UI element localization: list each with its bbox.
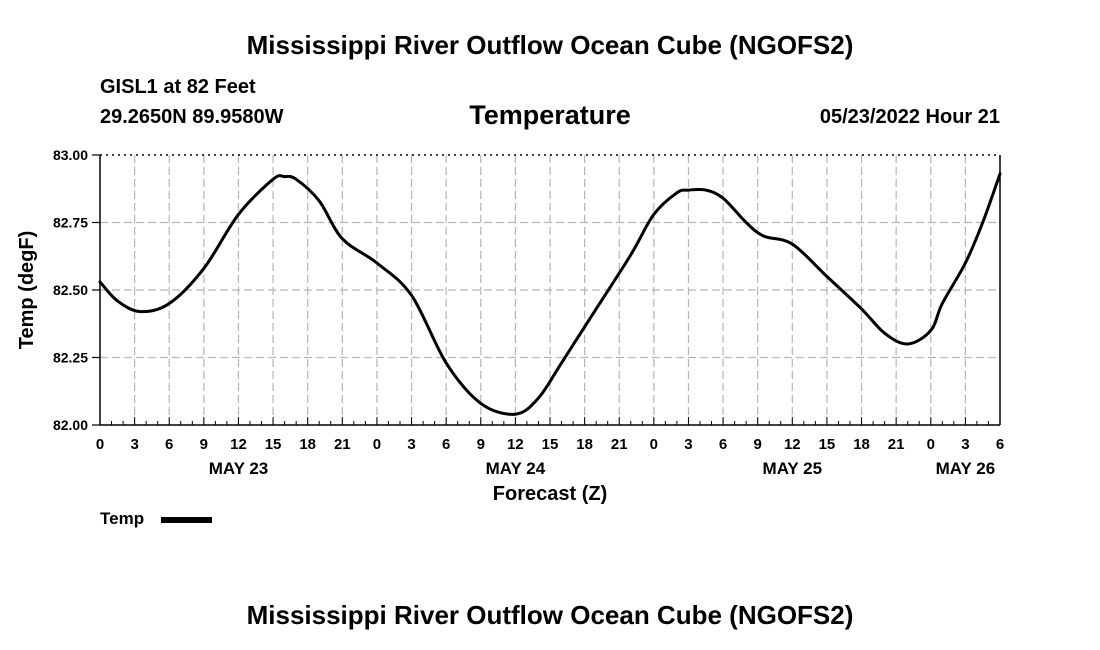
x-tick-label: 3: [961, 436, 969, 453]
footer-title: Mississippi River Outflow Ocean Cube (NG…: [246, 600, 854, 630]
x-tick-label: 0: [96, 436, 104, 453]
x-tick-label: 15: [542, 436, 559, 453]
y-tick-label: 82.75: [53, 215, 88, 231]
x-axis-title: Forecast (Z): [493, 483, 607, 505]
x-tick-label: 6: [442, 436, 450, 453]
y-tick-label: 82.25: [53, 350, 88, 366]
x-tick-label: 0: [927, 436, 935, 453]
y-tick-label: 83.00: [53, 147, 88, 163]
datetime-label: 05/23/2022 Hour 21: [819, 106, 1000, 128]
y-tick-label: 82.50: [53, 282, 88, 298]
y-tick-label: 82.00: [53, 417, 88, 433]
chart-main-title: Mississippi River Outflow Ocean Cube (NG…: [246, 30, 854, 60]
x-day-label: MAY 24: [486, 459, 546, 478]
x-tick-label: 3: [407, 436, 415, 453]
station-label: GISL1 at 82 Feet: [100, 76, 256, 98]
x-tick-label: 6: [719, 436, 727, 453]
x-tick-label: 3: [130, 436, 138, 453]
x-day-label: MAY 26: [936, 459, 996, 478]
x-tick-label: 9: [200, 436, 208, 453]
x-tick-label: 21: [334, 436, 351, 453]
x-tick-label: 12: [230, 436, 247, 453]
x-tick-label: 6: [165, 436, 173, 453]
x-tick-label: 0: [650, 436, 658, 453]
x-tick-label: 0: [373, 436, 381, 453]
x-tick-label: 15: [819, 436, 836, 453]
x-tick-label: 9: [477, 436, 485, 453]
coordinates-label: 29.2650N 89.9580W: [100, 106, 284, 128]
x-day-label: MAY 23: [209, 459, 269, 478]
x-tick-label: 18: [576, 436, 593, 453]
x-tick-label: 18: [853, 436, 870, 453]
y-axis-title: Temp (degF): [16, 231, 38, 350]
x-tick-label: 12: [507, 436, 524, 453]
x-tick-label: 21: [611, 436, 628, 453]
series-line-temp: [98, 172, 1002, 416]
legend-line-swatch: [161, 517, 212, 523]
x-tick-label: 18: [299, 436, 316, 453]
x-tick-label: 3: [684, 436, 692, 453]
legend-label: Temp: [100, 509, 145, 528]
x-tick-label: 9: [754, 436, 762, 453]
variable-title: Temperature: [469, 100, 631, 130]
x-tick-label: 12: [784, 436, 801, 453]
x-tick-label: 21: [888, 436, 905, 453]
x-tick-label: 15: [265, 436, 282, 453]
x-day-label: MAY 25: [763, 459, 823, 478]
x-tick-label: 6: [996, 436, 1004, 453]
